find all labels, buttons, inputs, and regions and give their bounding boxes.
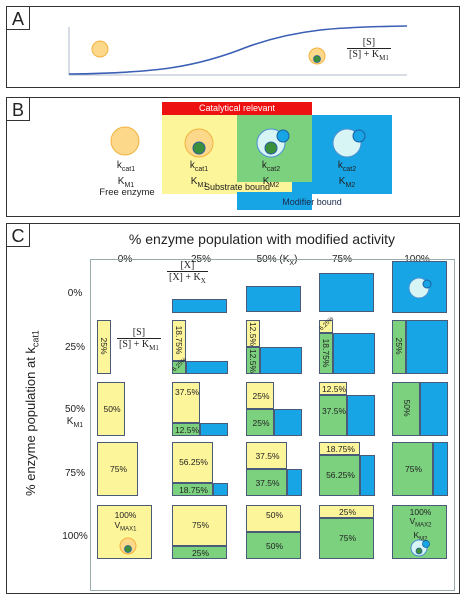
panel-b-letter: B — [6, 97, 30, 121]
grid-frame — [90, 259, 455, 591]
free-enzyme-icon — [110, 126, 140, 156]
cell-r100-c50-green: 50% — [246, 532, 301, 559]
cell-r25-c50-green: 12.5% — [246, 347, 260, 374]
cell-r50-c0: 50% — [97, 382, 125, 436]
row-header-25: 25% — [64, 342, 85, 353]
cell-r50-c100-green: 50% — [392, 382, 420, 436]
enzyme-modifier-icon — [408, 277, 432, 299]
cell-r50-c75-blue — [347, 395, 375, 436]
cell-r75-c50-yellow: 37.5% — [246, 442, 287, 469]
cell-r100-c75-yellow: 25% — [319, 505, 374, 518]
cell-r25-c100-green: 25% — [392, 320, 406, 374]
cell-r75-c100-green: 75% — [392, 442, 433, 496]
cell-r25-c75-green: 18.75% — [319, 333, 333, 374]
saturation-curve — [68, 25, 408, 75]
panel-a-formula: [S] [S] + KM1 — [347, 37, 391, 62]
cell-r25-c25-green: 6.25% — [171, 356, 189, 374]
cell-r75-c75-green: 56.25% — [319, 455, 360, 496]
cell-r50-c75-green: 37.5% — [319, 395, 347, 436]
enzyme-substrate-icon — [119, 537, 137, 555]
cell-r75-c75-yellow: 18.75% — [319, 442, 360, 455]
cell-r75-c0: 75% — [97, 442, 138, 496]
cell-r25-c75-blue — [333, 333, 375, 374]
cell-r75-c50-blue — [287, 469, 302, 496]
formula-denominator: [S] + K — [349, 49, 380, 60]
cell-r0-c75 — [319, 273, 374, 312]
cell-r100-c50-yellow: 50% — [246, 505, 301, 532]
panel-a-graphic — [68, 25, 408, 76]
cell-r0-c25 — [172, 299, 227, 313]
cell-r25-c25-yellow: 18.75% — [172, 320, 186, 361]
cell-r25-c50-blue — [260, 347, 302, 374]
substrate-bound-label: Substrate bound — [182, 182, 292, 192]
cell-r100-c25-green: 25% — [172, 546, 227, 559]
enzyme-modifier-substrate-icon — [410, 539, 430, 557]
formula-numerator: [S] — [347, 37, 391, 49]
cell-r50-c50-green: 25% — [246, 409, 274, 436]
row-header-75: 75% — [64, 468, 85, 479]
cell-r25-c25-blue — [186, 361, 228, 374]
panel-c-ylabel: % enzyme population at kcat1 — [23, 330, 41, 496]
cell-r25-c75-yellow: 6.25% — [318, 315, 336, 333]
both-bound-params: kcat2 KM2 — [261, 160, 281, 189]
cell-r100-c25-yellow: 75% — [172, 505, 227, 546]
cell-r50-c25-yellow: 37.5% — [172, 382, 200, 423]
modifier-icon — [276, 129, 290, 143]
cell-r75-c25-green: 18.75% — [172, 483, 213, 496]
cell-r50-c50-blue — [274, 409, 302, 436]
cell-r0-c100 — [392, 261, 447, 313]
cell-r50-c100-blue — [420, 382, 448, 436]
modifier-bound-params: kcat2 KM2 — [337, 160, 357, 189]
cell-r50-c25-green: 12.5% — [172, 423, 200, 436]
frac-s: [S] [S] + KM1 — [117, 327, 161, 352]
cell-r25-c50-yellow: 12.5% — [246, 320, 260, 347]
cell-r50-c50-yellow: 25% — [246, 382, 274, 409]
free-enzyme-icon — [91, 40, 109, 58]
row-header-100: 100% — [62, 531, 88, 542]
cell-r100-c75-green: 75% — [319, 518, 374, 559]
cell-r75-c75-blue — [360, 455, 375, 496]
cell-r50-c75-yellow: 12.5% — [319, 382, 347, 395]
cell-r50-c25-blue — [200, 423, 228, 436]
cell-r75-c50-green: 37.5% — [246, 469, 287, 496]
row-header-0: 0% — [67, 288, 83, 299]
cell-r0-c50 — [246, 286, 301, 312]
free-enzyme-label: Free enzyme — [99, 187, 155, 198]
panel-b-icons — [110, 126, 366, 158]
substrate-icon — [313, 55, 321, 63]
formula-sub: M1 — [379, 54, 389, 62]
cell-r100-c100: 100% VMAX2 KM2 — [392, 505, 447, 559]
panel-a: A [S] [S] + KM1 — [6, 6, 460, 88]
cell-r75-c25-yellow: 56.25% — [172, 442, 213, 483]
frac-x: [X] [X] + KX — [167, 260, 208, 285]
panel-a-letter: A — [6, 6, 30, 30]
panel-c-letter: C — [6, 223, 30, 247]
row-header-50: 50% KM1 — [64, 404, 85, 429]
panel-c-title: % enzyme population with modified activi… — [128, 231, 396, 247]
cell-r25-c100-blue — [406, 320, 448, 374]
cell-r75-c25-blue — [213, 483, 228, 496]
modifier-bound-label: Modifier bound — [282, 197, 342, 207]
cell-r25-c0: 25% — [97, 320, 111, 374]
catalytical-relevant-label: Catalytical relevant — [198, 103, 276, 113]
cell-r75-c100-blue — [433, 442, 448, 496]
catalytical-relevant-bar: Catalytical relevant — [162, 102, 312, 115]
substrate-icon — [192, 141, 206, 155]
substrate-bound-params: kcat1 KM1 — [189, 160, 209, 189]
panel-b: B Catalytical relevant Substrate bound M… — [6, 97, 460, 217]
free-enzyme-params: kcat1 KM1 — [116, 160, 136, 189]
cell-r100-c0: 100% VMAX1 — [97, 505, 152, 559]
panel-c: C % enzyme population with modified acti… — [6, 223, 460, 594]
